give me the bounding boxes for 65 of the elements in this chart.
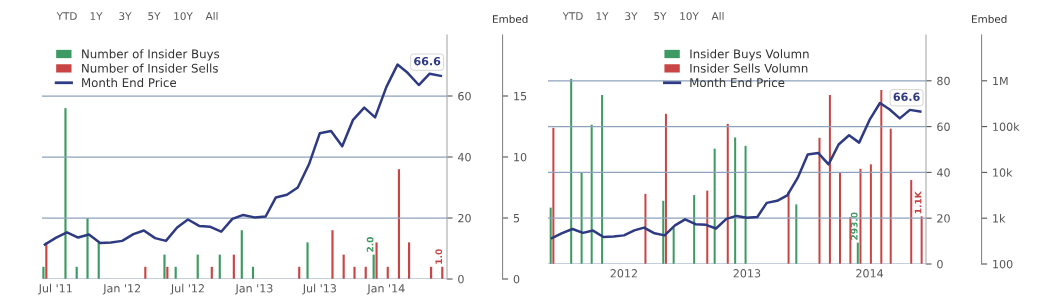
y2-tick-label: 1k — [993, 213, 1006, 223]
x-tick-label: Jan '14 — [366, 284, 405, 295]
y2-tick-label: 5 — [513, 214, 520, 223]
legend-label: Insider Sells Volumn — [690, 63, 808, 73]
text: 1Y — [90, 12, 103, 20]
y2-tick-label: 100 — [993, 259, 1013, 269]
data-label: 293.0 — [850, 212, 858, 240]
text: Embed — [493, 14, 528, 24]
y-tick-label: 40 — [457, 152, 471, 162]
y2-tick-label: 100k — [993, 122, 1020, 131]
data-label: 66.6 — [893, 92, 920, 101]
x-tick-label: 2012 — [610, 269, 637, 278]
y-tick-label: 20 — [937, 214, 950, 223]
legend-label: Insider Buys Volumn — [690, 49, 809, 61]
text: YTD — [56, 12, 77, 20]
text: All — [205, 11, 218, 20]
legend-label: Month End Price — [690, 77, 785, 88]
bar — [331, 230, 334, 279]
x-tick-label: Jan '13 — [234, 284, 273, 295]
text: 3Y — [625, 12, 638, 21]
legend-label: Month End Price — [82, 77, 177, 88]
x-tick-label: Jan '12 — [102, 284, 141, 295]
x-tick-label: 2013 — [733, 269, 761, 278]
legend-label: Number of Insider Buys — [82, 49, 220, 61]
bar — [163, 254, 166, 279]
bar — [42, 266, 45, 279]
line-series — [550, 101, 922, 240]
y-tick-label: 40 — [936, 168, 950, 177]
text: 10Y — [680, 12, 699, 21]
data-label: 66.6 — [414, 56, 441, 66]
text: Embed — [972, 14, 1007, 24]
bar — [240, 230, 243, 279]
x-tick-label: Jul '13 — [302, 283, 336, 295]
bar — [397, 169, 401, 279]
bar — [375, 242, 378, 279]
legend-label: Number of Insider Sells — [82, 63, 218, 73]
x-tick-label: 2014 — [856, 269, 884, 278]
text: 3Y — [119, 12, 132, 21]
bar — [407, 242, 411, 279]
x-tick-label: Jul '11 — [38, 283, 72, 295]
data-label: 1.0 — [435, 249, 443, 264]
bar — [306, 242, 309, 279]
y-tick-label: 20 — [458, 213, 471, 223]
x-tick-label: Jul '12 — [170, 283, 204, 295]
text: 5Y — [654, 12, 667, 21]
bar — [86, 218, 89, 279]
text: 5Y — [148, 12, 161, 21]
bar — [64, 108, 67, 279]
y-tick-label: 0 — [937, 259, 943, 269]
text: All — [711, 11, 724, 20]
y2-tick-label: 10k — [993, 168, 1013, 177]
bar — [353, 266, 356, 279]
text: 10Y — [174, 12, 193, 21]
y-tick-label: 80 — [937, 76, 950, 86]
y2-tick-label: 1M — [993, 76, 1008, 86]
y-tick-label: 60 — [937, 122, 950, 131]
y2-tick-label: 10 — [514, 152, 527, 162]
data-label: 1.1K — [914, 190, 922, 214]
y-tick-label: 60 — [458, 91, 471, 101]
data-label: 2.0 — [366, 236, 374, 252]
text: YTD — [562, 12, 583, 20]
y-tick-label: 0 — [458, 274, 464, 284]
y2-tick-label: 0 — [513, 274, 520, 284]
y2-tick-label: 15 — [514, 92, 527, 101]
text: 1Y — [596, 12, 609, 20]
